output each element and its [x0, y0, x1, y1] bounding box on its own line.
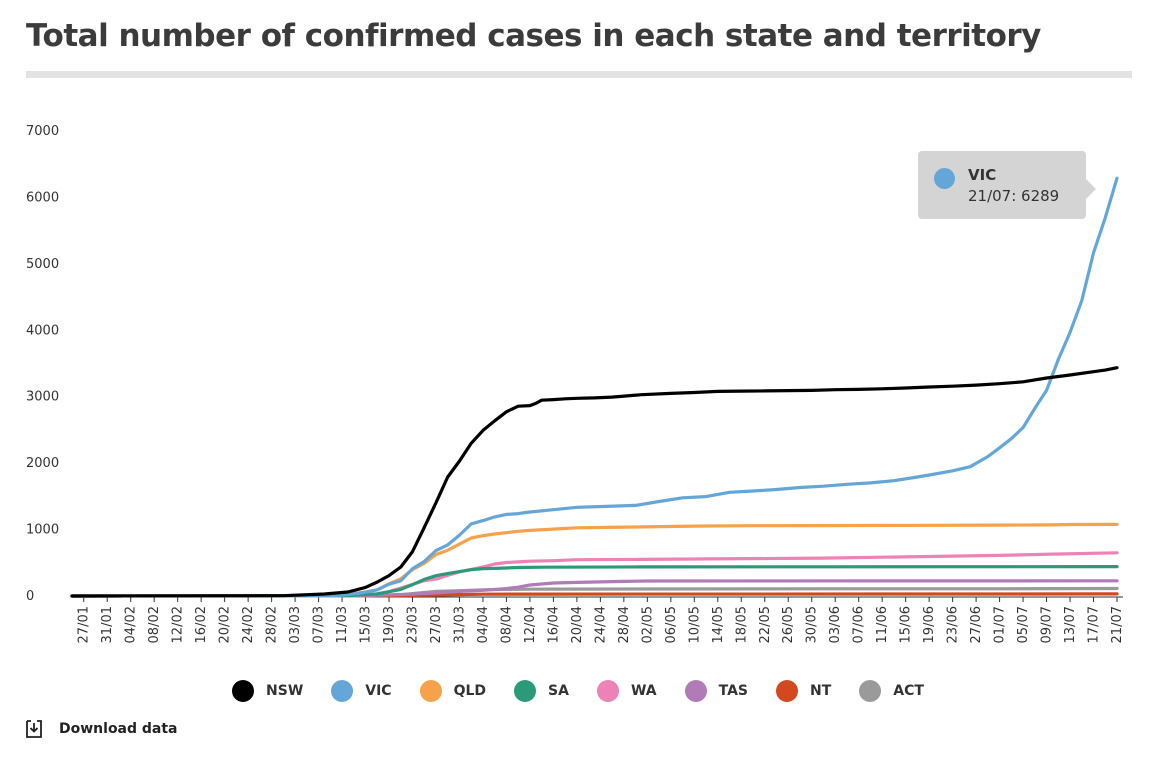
legend-label: NT — [810, 683, 832, 699]
tooltip-series-name: VIC — [968, 166, 997, 184]
x-tick-label: 11/03 — [335, 606, 350, 643]
legend-swatch — [776, 680, 799, 702]
x-tick-label: 08/04 — [499, 606, 514, 643]
x-tick-label: 16/04 — [546, 606, 561, 643]
x-tick-label: 11/06 — [875, 606, 890, 643]
y-tick-label: 5000 — [26, 257, 59, 272]
x-tick-label: 08/02 — [147, 606, 162, 643]
x-tick-label: 15/03 — [359, 606, 374, 643]
y-tick-label: 0 — [26, 589, 34, 604]
series-line-sa[interactable] — [70, 564, 1119, 598]
x-tick-label: 24/02 — [241, 606, 256, 643]
x-tick-label: 20/04 — [570, 606, 585, 643]
x-tick-label: 19/06 — [922, 606, 937, 643]
x-tick-label: 09/07 — [1040, 606, 1055, 643]
x-tick-label: 13/07 — [1063, 606, 1078, 643]
x-tick-label: 19/03 — [382, 606, 397, 643]
x-tick-label: 20/02 — [218, 606, 233, 643]
download-data-label: Download data — [59, 721, 178, 737]
x-tick-label: 22/05 — [758, 606, 773, 643]
x-tick-label: 03/06 — [828, 606, 843, 643]
x-tick-label: 12/04 — [523, 606, 538, 643]
y-axis: 0 1000 2000 3000 4000 5000 6000 7000 — [26, 124, 59, 604]
y-tick-label: 7000 — [26, 124, 59, 139]
chart-title: Total number of confirmed cases in each … — [26, 18, 1041, 54]
x-tick-label: 16/02 — [194, 606, 209, 643]
x-axis: 27/01 31/01 04/02 08/02 12/02 16/02 20/02 24/02… — [72, 596, 1125, 643]
x-tick-label: 10/05 — [687, 606, 702, 643]
tooltip-value: 21/07: 6289 — [968, 187, 1060, 205]
x-tick-label: 07/06 — [852, 606, 867, 643]
x-tick-label: 26/05 — [781, 606, 796, 643]
x-tick-label: 03/03 — [288, 606, 303, 643]
series-lines[interactable] — [70, 176, 1119, 598]
x-tick-label: 18/05 — [734, 606, 749, 643]
x-tick-label: 17/07 — [1087, 606, 1102, 643]
series-line-tas[interactable] — [70, 579, 1119, 598]
legend-item-nsw[interactable]: NSW — [232, 680, 303, 702]
title-divider — [26, 71, 1132, 78]
y-tick-label: 6000 — [26, 190, 59, 205]
x-tick-label: 01/07 — [993, 606, 1008, 643]
x-tick-label: 31/01 — [100, 606, 115, 643]
download-icon — [26, 720, 42, 738]
chart-legend: NSW VIC QLD SA WA TAS NT ACT — [0, 680, 1156, 702]
y-tick-label: 2000 — [26, 456, 59, 471]
x-tick-label: 23/06 — [946, 606, 961, 643]
x-tick-label: 27/06 — [969, 606, 984, 643]
legend-label: ACT — [893, 683, 924, 699]
x-tick-label: 28/04 — [617, 606, 632, 643]
x-tick-label: 23/03 — [406, 606, 421, 643]
x-tick-label: 24/04 — [593, 606, 608, 643]
y-tick-label: 3000 — [26, 390, 59, 405]
legend-item-qld[interactable]: QLD — [419, 680, 487, 702]
x-tick-label: 27/03 — [429, 606, 444, 643]
legend-item-wa[interactable]: WA — [596, 680, 657, 702]
legend-swatch — [232, 680, 255, 702]
chart-tooltip: VIC 21/07: 6289 — [918, 151, 1096, 219]
legend-swatch — [684, 680, 707, 702]
legend-swatch — [596, 680, 619, 702]
legend-swatch — [331, 680, 354, 702]
x-tick-label: 12/02 — [171, 606, 186, 643]
legend-item-nt[interactable]: NT — [776, 680, 831, 702]
x-tick-label: 28/02 — [265, 606, 280, 643]
legend-swatch — [859, 680, 882, 702]
x-tick-label: 14/05 — [711, 606, 726, 643]
x-tick-label: 07/03 — [312, 606, 327, 643]
y-tick-label: 1000 — [26, 523, 59, 538]
x-tick-label: 21/07 — [1110, 606, 1125, 643]
line-chart[interactable]: 0 1000 2000 3000 4000 5000 6000 7000 27/01 31/01… — [0, 0, 1156, 680]
x-tick-label: 31/03 — [452, 606, 467, 643]
legend-label: QLD — [453, 683, 487, 699]
series-line-vic[interactable] — [70, 176, 1119, 598]
download-data-button[interactable]: Download data — [25, 720, 178, 738]
x-tick-label: 05/07 — [1016, 606, 1031, 643]
x-tick-label: 15/06 — [899, 606, 914, 643]
legend-label: TAS — [718, 683, 749, 699]
legend-item-vic[interactable]: VIC — [331, 680, 392, 702]
x-tick-label: 02/05 — [640, 606, 655, 643]
legend-swatch — [514, 680, 537, 702]
legend-swatch — [419, 680, 442, 702]
legend-label: SA — [548, 683, 569, 699]
x-tick-label: 27/01 — [77, 606, 92, 643]
x-tick-label: 04/04 — [476, 606, 491, 643]
x-tick-label: 04/02 — [124, 606, 139, 643]
x-tick-label: 06/05 — [664, 606, 679, 643]
series-line-nsw[interactable] — [70, 366, 1119, 598]
tooltip-series-dot — [934, 168, 955, 189]
y-tick-label: 4000 — [26, 323, 59, 338]
legend-label: VIC — [365, 683, 392, 699]
x-tick-label: 30/05 — [805, 606, 820, 643]
legend-label: WA — [630, 683, 657, 699]
legend-item-act[interactable]: ACT — [859, 680, 924, 702]
legend-item-sa[interactable]: SA — [514, 680, 569, 702]
legend-item-tas[interactable]: TAS — [684, 680, 749, 702]
legend-label: NSW — [266, 683, 304, 699]
